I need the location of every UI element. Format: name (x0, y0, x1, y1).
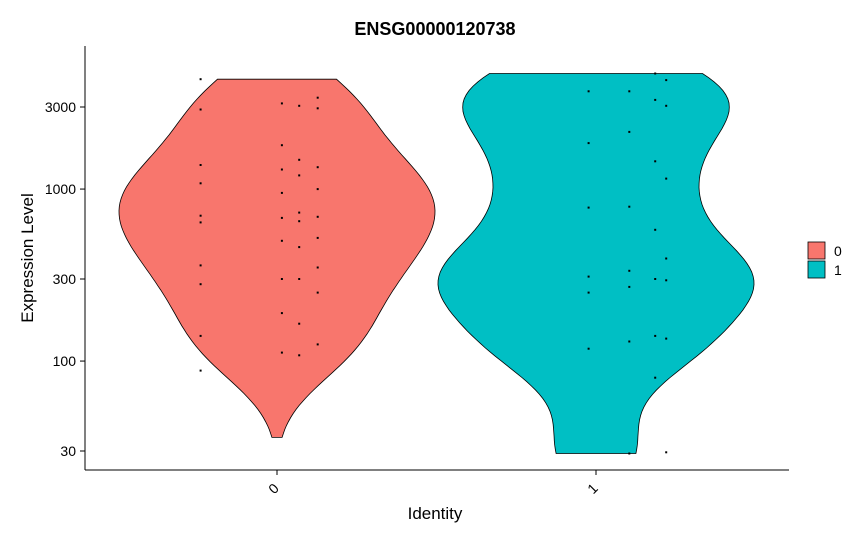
y-tick-label: 30 (60, 443, 76, 459)
data-point-0 (280, 191, 283, 194)
data-point-0 (199, 78, 202, 81)
violins-layer (118, 73, 755, 454)
chart-title: ENSG00000120738 (354, 19, 515, 39)
data-point-1 (587, 275, 590, 278)
data-point-1 (654, 98, 657, 101)
data-point-0 (298, 278, 301, 280)
data-point-1 (654, 160, 657, 163)
data-point-1 (665, 177, 668, 180)
x-tick-label: 1 (584, 480, 601, 497)
data-point-0 (316, 343, 319, 346)
data-point-0 (298, 220, 301, 223)
y-tick-label: 100 (53, 353, 77, 369)
data-point-1 (628, 130, 631, 133)
data-point-0 (199, 334, 202, 337)
x-tick-label: 0 (265, 480, 282, 497)
data-point-1 (654, 228, 657, 231)
legend-label: 1 (834, 262, 842, 278)
data-point-0 (280, 312, 283, 315)
data-point-0 (316, 107, 319, 110)
data-point-0 (298, 354, 301, 357)
data-point-1 (665, 337, 668, 340)
data-point-1 (587, 142, 590, 145)
data-point-1 (628, 205, 631, 208)
x-axis-title: Identity (408, 504, 463, 523)
data-point-1 (628, 269, 631, 272)
y-tick-label: 3000 (45, 99, 76, 115)
data-point-1 (628, 452, 631, 455)
data-point-0 (280, 102, 283, 105)
data-point-1 (665, 451, 668, 454)
data-point-0 (199, 164, 202, 166)
data-point-0 (280, 278, 283, 280)
data-point-0 (316, 96, 319, 99)
data-point-1 (628, 285, 631, 288)
data-point-1 (665, 104, 668, 107)
data-point-0 (316, 215, 319, 218)
data-point-0 (199, 108, 202, 111)
y-axis-ticks: 30 100 300 1000 3000 (45, 99, 85, 459)
legend: 01 (807, 241, 842, 279)
data-point-0 (199, 214, 202, 217)
legend-label: 0 (834, 243, 842, 259)
data-point-0 (280, 144, 283, 147)
data-point-1 (654, 278, 657, 280)
data-point-1 (654, 72, 657, 75)
data-point-0 (298, 246, 301, 249)
y-axis-title: Expression Level (18, 193, 37, 322)
violin-1 (437, 73, 755, 454)
data-point-1 (628, 340, 631, 343)
data-point-1 (665, 279, 668, 282)
data-point-0 (199, 182, 202, 185)
data-point-1 (587, 90, 590, 93)
data-point-0 (316, 166, 319, 169)
data-point-0 (199, 221, 202, 224)
points-layer (199, 72, 668, 455)
data-point-1 (654, 334, 657, 337)
data-point-0 (280, 168, 283, 171)
data-point-0 (298, 211, 301, 214)
data-point-0 (199, 369, 202, 372)
data-point-0 (316, 188, 319, 191)
data-point-1 (628, 90, 631, 93)
data-point-1 (587, 291, 590, 294)
data-point-0 (298, 174, 301, 177)
data-point-0 (316, 266, 319, 269)
data-point-0 (298, 104, 301, 107)
data-point-1 (587, 206, 590, 209)
legend-key-1 (807, 260, 826, 279)
data-point-0 (199, 264, 202, 267)
data-point-0 (280, 239, 283, 242)
legend-key-0 (807, 241, 826, 260)
data-point-1 (665, 257, 668, 260)
data-point-0 (316, 291, 319, 294)
data-point-0 (298, 322, 301, 325)
data-point-1 (654, 376, 657, 379)
data-point-0 (280, 216, 283, 219)
data-point-0 (316, 236, 319, 239)
data-point-1 (587, 347, 590, 350)
data-point-0 (280, 351, 283, 354)
data-point-1 (665, 79, 668, 82)
y-tick-label: 300 (53, 271, 77, 287)
violin-0 (118, 78, 436, 438)
y-tick-label: 1000 (45, 181, 76, 197)
data-point-0 (298, 158, 301, 161)
data-point-0 (199, 283, 202, 286)
